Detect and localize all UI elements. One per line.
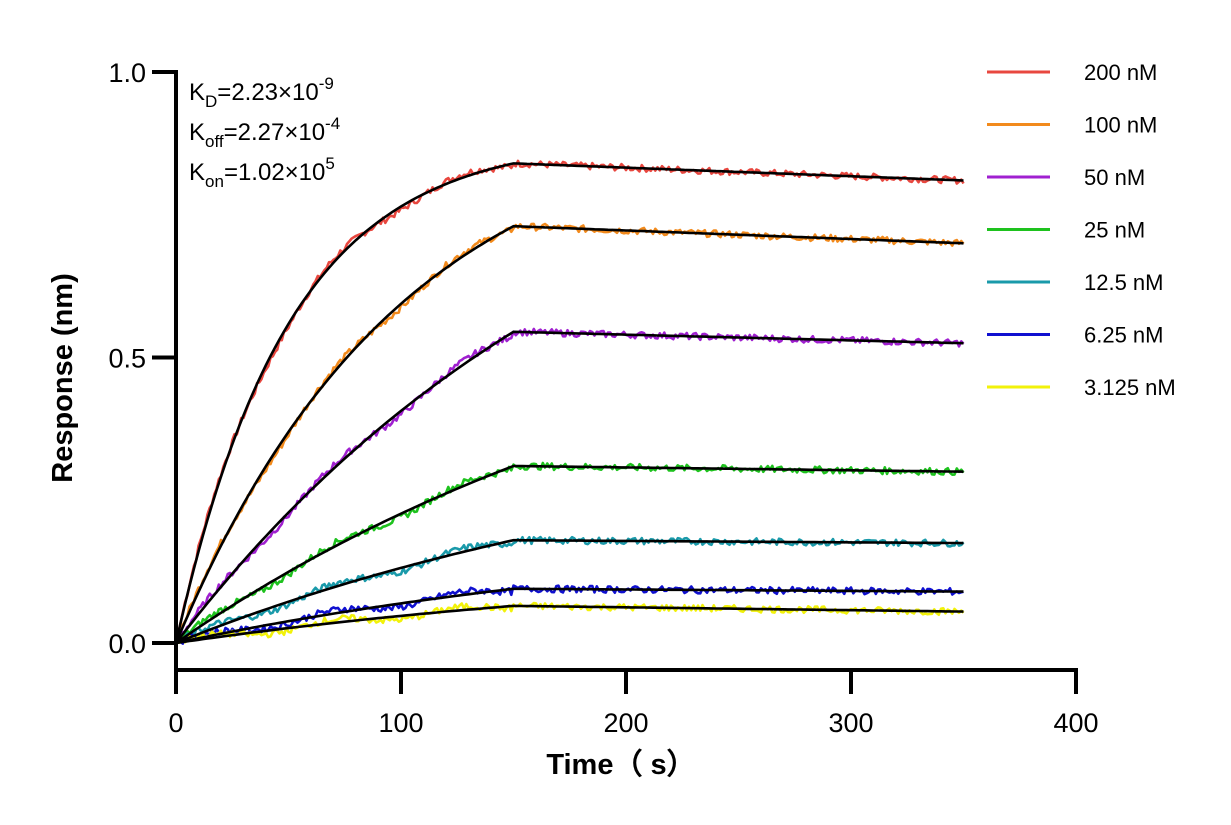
x-tick-label: 400 xyxy=(1053,708,1098,738)
constant-exponent: -9 xyxy=(319,74,334,93)
fit-curve xyxy=(174,162,964,644)
data-series-100-nM xyxy=(174,222,965,644)
legend-label: 200 nM xyxy=(1084,60,1157,85)
fit-curve xyxy=(175,587,964,645)
data-series-6_25-nM xyxy=(175,584,964,645)
x-ticks: 0 100 200 300 400 xyxy=(168,670,1099,738)
constant-symbol: K xyxy=(189,159,205,186)
legend-label: 100 nM xyxy=(1084,113,1157,138)
y-axis-title: Response (nm) xyxy=(47,273,79,482)
fit-curve xyxy=(174,224,964,644)
data-curves xyxy=(174,159,965,645)
constant-exponent: -4 xyxy=(325,114,340,133)
data-series-25-nM xyxy=(175,461,965,645)
constant-subscript: on xyxy=(205,172,224,191)
kinetic-constant-off: Koff=2.27×10-4 xyxy=(189,114,340,151)
data-series-50-nM xyxy=(174,327,965,644)
fit-curve xyxy=(175,464,964,645)
legend-label: 25 nM xyxy=(1084,218,1145,243)
kinetic-constant-D: KD=2.23×10-9 xyxy=(189,74,334,111)
x-tick-label: 100 xyxy=(378,708,423,738)
legend: 200 nM 100 nM 50 nM 25 nM 12.5 nM 6.25 nM 3.12… xyxy=(987,60,1176,400)
fit-curve xyxy=(175,604,964,645)
x-tick-label: 300 xyxy=(828,708,873,738)
kinetic-constant-on: Kon=1.02×105 xyxy=(189,154,335,191)
x-tick-label: 0 xyxy=(168,708,183,738)
legend-label: 6.25 nM xyxy=(1084,323,1164,348)
legend-label: 3.125 nM xyxy=(1084,375,1176,400)
constant-exponent: 5 xyxy=(325,154,334,173)
y-tick-label: 1.0 xyxy=(108,58,146,88)
constant-value: =2.23×10 xyxy=(217,79,318,106)
y-tick-label: 0.5 xyxy=(108,344,146,374)
x-axis-title: Time（ s） xyxy=(546,748,695,781)
legend-label: 12.5 nM xyxy=(1084,270,1164,295)
fit-curve xyxy=(174,330,964,644)
fit-curves xyxy=(174,162,964,645)
y-ticks: 0.0 0.5 1.0 xyxy=(108,58,176,659)
fit-curve xyxy=(175,538,964,645)
constant-symbol: K xyxy=(189,119,205,146)
constant-subscript: off xyxy=(205,132,224,151)
y-tick-label: 0.0 xyxy=(108,629,146,659)
constant-subscript: D xyxy=(205,92,217,111)
x-tick-label: 200 xyxy=(603,708,648,738)
constant-value: =2.27×10 xyxy=(224,119,325,146)
legend-label: 50 nM xyxy=(1084,165,1145,190)
constant-symbol: K xyxy=(189,79,205,106)
constant-value: =1.02×10 xyxy=(224,159,325,186)
